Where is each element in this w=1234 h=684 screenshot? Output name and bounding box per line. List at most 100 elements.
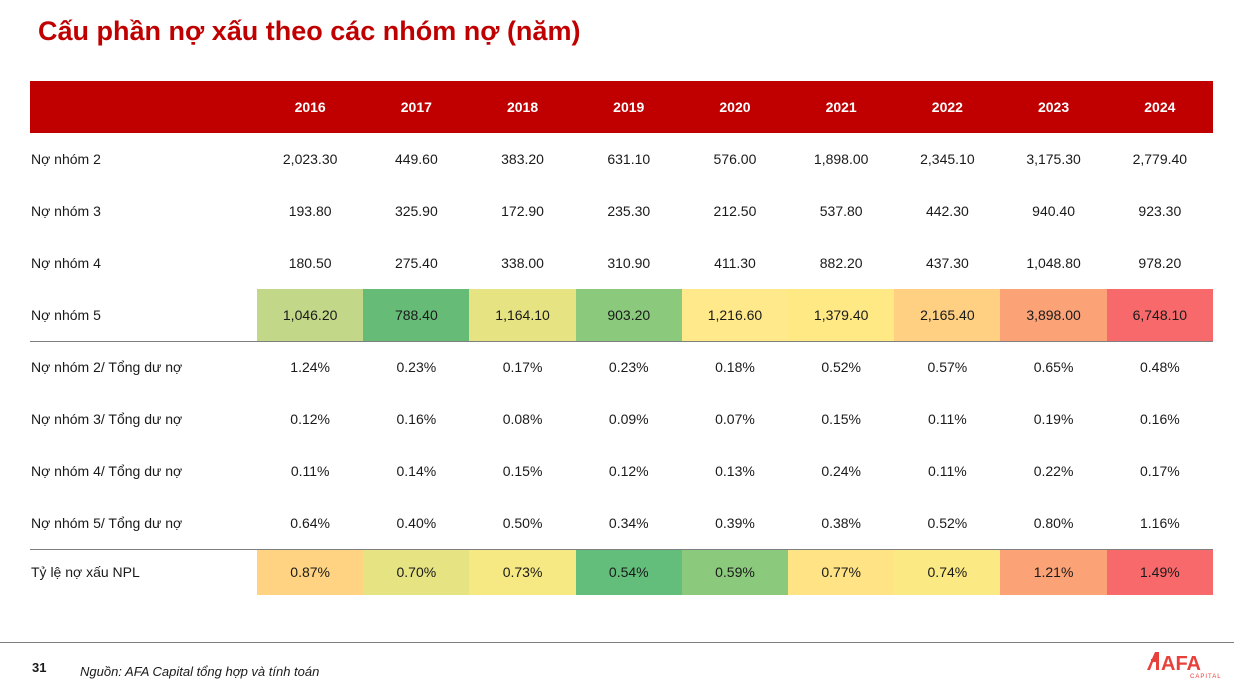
table-cell: 411.30 xyxy=(714,255,756,271)
source-note: Nguồn: AFA Capital tổng hợp và tính toán xyxy=(80,664,320,679)
table-cell: 0.24% xyxy=(821,463,862,479)
table-cell: 3,898.00 xyxy=(1000,289,1107,342)
table-cell: 0.14% xyxy=(396,463,437,479)
table-cell: 180.50 xyxy=(288,255,332,271)
table-cell: 449.60 xyxy=(394,151,438,167)
table-cell: 0.11% xyxy=(290,463,330,479)
year-header: 2021 xyxy=(825,99,857,115)
table-row: Nợ nhóm 2/ Tổng dư nợ 1.24% 0.23% 0.17% 0.23… xyxy=(30,341,1213,393)
table-row: Nợ nhóm 5 1,046.20 788.40 1,164.10 903.20 1,2… xyxy=(30,289,1213,342)
table-cell: 2,165.40 xyxy=(894,289,1001,342)
table-cell: 0.77% xyxy=(788,548,895,595)
year-header: 2019 xyxy=(613,99,645,115)
table-cell: 1,046.20 xyxy=(257,289,364,342)
table-cell: 0.18% xyxy=(715,359,755,376)
table-cell: 0.65% xyxy=(1033,359,1074,376)
table-cell: 631.10 xyxy=(607,151,651,167)
logo-wordmark: AFA xyxy=(1161,653,1201,675)
table-cell: 0.16% xyxy=(396,411,437,427)
table-cell: 0.54% xyxy=(575,548,682,595)
table-cell: 0.17% xyxy=(502,359,543,376)
row-label: Nợ nhóm 5 xyxy=(30,289,258,342)
table-cell: 1.49% xyxy=(1106,548,1213,595)
table-header-row: 2016 2017 2018 2019 2020 2021 2022 2023 … xyxy=(30,81,1213,133)
table-cell: 0.23% xyxy=(608,359,649,376)
table-cell: 0.15% xyxy=(502,463,543,479)
table-cell: 1,379.40 xyxy=(788,289,895,342)
table-cell: 212.50 xyxy=(713,203,757,219)
table-cell: 0.22% xyxy=(1033,463,1074,479)
year-header: 2022 xyxy=(931,99,963,115)
table-cell: 0.52% xyxy=(927,514,968,531)
table-cell: 3,175.30 xyxy=(1026,151,1081,167)
table-cell: 0.48% xyxy=(1139,359,1180,376)
year-header: 2017 xyxy=(400,99,432,115)
row-label: Nợ nhóm 2 xyxy=(31,151,101,167)
table-cell: 383.20 xyxy=(501,151,544,167)
row-label: Nợ nhóm 3 xyxy=(31,203,101,219)
table-cell: 2,023.30 xyxy=(282,151,338,167)
table-cell: 0.09% xyxy=(608,411,649,427)
table-cell: 437.30 xyxy=(925,255,969,271)
table-cell: 0.70% xyxy=(363,548,470,595)
table-cell: 0.39% xyxy=(715,514,755,531)
table-cell: 0.87% xyxy=(257,548,364,595)
npl-table: 2016 2017 2018 2019 2020 2021 2022 2023 … xyxy=(30,81,1213,595)
table-cell: 537.80 xyxy=(819,203,863,219)
table-cell: 0.12% xyxy=(290,411,330,427)
row-label: Nợ nhóm 4/ Tổng dư nợ xyxy=(31,463,183,479)
logo-subtext: CAPITAL xyxy=(1190,674,1222,680)
table-cell: 0.13% xyxy=(715,463,755,479)
table-cell: 0.34% xyxy=(608,514,649,531)
year-header: 2023 xyxy=(1037,99,1070,115)
table-cell: 923.30 xyxy=(1138,203,1182,219)
table-cell: 0.19% xyxy=(1033,411,1074,427)
table-cell: 882.20 xyxy=(819,255,863,271)
table-cell: 2,345.10 xyxy=(920,151,975,167)
table-cell: 576.00 xyxy=(713,151,757,167)
table-cell: 0.11% xyxy=(928,411,967,427)
table-cell: 0.80% xyxy=(1033,514,1074,531)
table-cell: 0.08% xyxy=(502,411,543,427)
row-label: Tỷ lệ nợ xấu NPL xyxy=(30,548,258,595)
table-row: Nợ nhóm 5/ Tổng dư nợ 0.64% 0.40% 0.50% 0.34… xyxy=(30,497,1213,549)
table-cell: 0.17% xyxy=(1139,463,1180,479)
table-cell: 0.40% xyxy=(396,514,437,531)
table-cell: 0.38% xyxy=(821,514,862,531)
table-cell: 1,048.80 xyxy=(1026,255,1081,271)
table-row: Nợ nhóm 2 2,023.30 449.60 383.20 631.10 576.0… xyxy=(30,133,1213,185)
year-header: 2020 xyxy=(719,99,751,115)
afa-capital-logo: AFA CAPITAL xyxy=(1147,652,1222,680)
table-cell: 0.07% xyxy=(715,411,755,427)
table-cell: 2,779.40 xyxy=(1132,151,1188,167)
table-cell: 6,748.10 xyxy=(1106,289,1213,342)
row-label: Nợ nhóm 3/ Tổng dư nợ xyxy=(31,411,183,427)
footer-divider xyxy=(0,642,1234,643)
table-cell: 0.23% xyxy=(396,359,437,376)
year-header: 2016 xyxy=(294,99,326,115)
table-cell: 325.90 xyxy=(394,203,438,219)
page-number: 31 xyxy=(32,660,47,675)
page-title: Cấu phần nợ xấu theo các nhóm nợ (năm) xyxy=(38,16,581,46)
table-cell: 275.40 xyxy=(394,255,438,271)
table-cell: 310.90 xyxy=(607,255,651,271)
table-cell: 1.16% xyxy=(1139,514,1180,531)
year-header: 2018 xyxy=(506,99,539,115)
table-cell: 193.80 xyxy=(288,203,332,219)
table-cell: 0.57% xyxy=(927,359,968,376)
table-cell: 0.11% xyxy=(928,463,967,479)
table-cell: 788.40 xyxy=(363,289,470,342)
table-cell: 940.40 xyxy=(1032,203,1075,219)
table-cell: 1.24% xyxy=(290,359,330,376)
table-row: Nợ nhóm 3/ Tổng dư nợ 0.12% 0.16% 0.08% 0.09… xyxy=(30,393,1213,445)
table-cell: 1.21% xyxy=(1000,548,1107,595)
table-cell: 0.52% xyxy=(821,359,862,376)
table-row: Nợ nhóm 4 180.50 275.40 338.00 310.90 411.30 8… xyxy=(30,237,1213,289)
table-cell: 442.30 xyxy=(925,203,969,219)
table-cell: 338.00 xyxy=(501,255,544,271)
table-cell: 1,216.60 xyxy=(681,289,789,342)
table-cell: 1,898.00 xyxy=(813,151,869,167)
table-row: Tỷ lệ nợ xấu NPL 0.87% 0.70% 0.73% 0.54% 0.59… xyxy=(30,548,1213,595)
table-cell: 0.74% xyxy=(894,548,1001,595)
table-cell: 0.12% xyxy=(608,463,649,479)
